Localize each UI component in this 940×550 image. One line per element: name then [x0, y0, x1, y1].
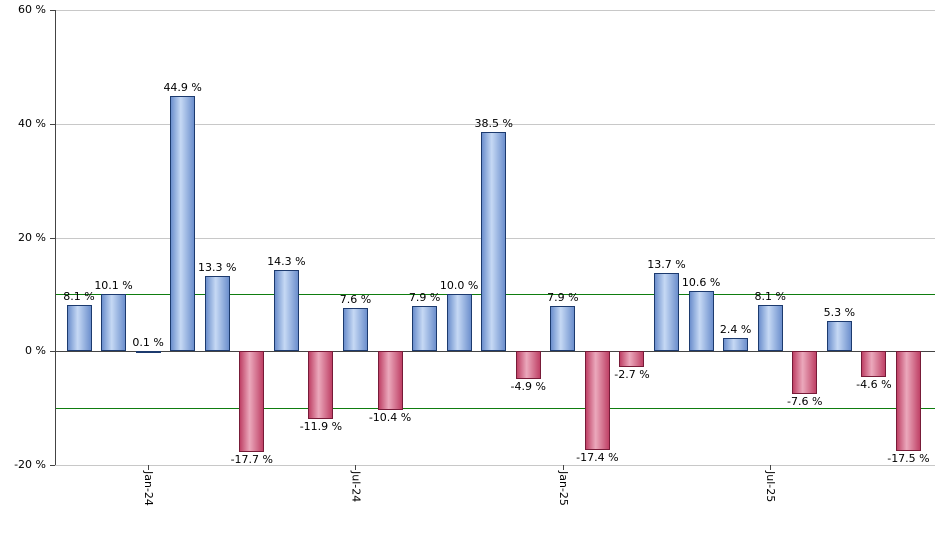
positive-bar	[446, 294, 472, 352]
negative-bar	[895, 351, 921, 451]
positive-bar	[135, 350, 161, 353]
x-axis-label: Jan-24	[142, 471, 156, 506]
bar-value-label: 8.1 %	[63, 290, 95, 304]
bar-value-label: 7.9 %	[408, 291, 441, 305]
positive-bar	[654, 273, 680, 352]
bar-value-label: 14.3 %	[267, 254, 306, 268]
positive-bar	[66, 305, 92, 352]
positive-bar	[757, 305, 783, 352]
bar-value-label: -10.4 %	[368, 411, 412, 425]
y-axis-tick	[50, 465, 55, 466]
gridline	[55, 465, 935, 466]
negative-bar	[861, 351, 887, 378]
bar-value-label: 38.5 %	[474, 117, 513, 131]
bar-value-label: -2.7 %	[614, 367, 650, 381]
bar-value-label: 0.1 %	[132, 335, 164, 349]
x-axis-tick	[770, 465, 772, 470]
y-axis-tick	[50, 237, 55, 239]
positive-bar	[723, 337, 749, 352]
gridline	[55, 123, 935, 125]
bar-value-label: 7.6 %	[339, 293, 372, 307]
bar-value-label: -17.4 %	[576, 451, 619, 465]
negative-bar	[239, 351, 265, 452]
negative-bar	[515, 351, 541, 380]
positive-bar	[826, 321, 852, 352]
positive-bar	[412, 306, 438, 352]
positive-bar	[273, 269, 299, 352]
x-axis-tick	[355, 465, 357, 470]
positive-bar	[204, 275, 230, 352]
y-axis-tick	[50, 351, 55, 353]
positive-bar	[550, 306, 576, 352]
negative-bar	[377, 351, 403, 411]
x-axis-tick	[562, 465, 564, 470]
y-axis-label: -20 %	[14, 458, 46, 471]
positive-bar	[481, 132, 507, 352]
y-axis-label: 0 %	[25, 344, 46, 358]
bar-value-label: 2.4 %	[719, 322, 752, 336]
negative-bar	[584, 351, 610, 451]
bar-value-label: 13.3 %	[198, 260, 237, 274]
x-axis-label: Jul-24	[349, 471, 363, 503]
gridline	[55, 10, 935, 11]
bar-value-label: 44.9 %	[163, 80, 202, 94]
negative-bar	[792, 351, 818, 395]
positive-bar	[170, 95, 196, 352]
y-axis-tick	[50, 123, 55, 125]
bar-value-label: -7.6 %	[787, 395, 823, 409]
x-axis-tick	[148, 465, 150, 470]
bar-value-label: -17.5 %	[887, 451, 930, 465]
negative-bar	[308, 351, 334, 419]
y-axis-line	[55, 10, 56, 465]
y-axis-label: 60 %	[18, 3, 46, 16]
positive-bar	[688, 290, 714, 352]
bar-value-label: 8.1 %	[754, 290, 786, 304]
bar-value-label: 10.6 %	[681, 275, 721, 289]
positive-bar	[342, 308, 368, 352]
x-axis-label: Jan-25	[556, 471, 570, 506]
positive-bar	[101, 293, 127, 352]
bar-value-label: 10.0 %	[439, 279, 479, 293]
bar-value-label: -11.9 %	[299, 419, 343, 433]
negative-bar	[619, 351, 645, 367]
bar-value-label: 13.7 %	[647, 258, 686, 272]
y-axis-tick	[50, 10, 55, 11]
bar-value-label: 5.3 %	[823, 306, 856, 320]
y-axis-label: 40 %	[18, 116, 46, 130]
bar-value-label: 10.1 %	[94, 278, 133, 292]
bar-value-label: -17.7 %	[230, 452, 273, 466]
bar-value-label: -4.9 %	[510, 380, 546, 394]
zero-gridline	[55, 351, 935, 353]
bar-value-label: -4.6 %	[856, 378, 892, 392]
threshold-line	[55, 408, 935, 410]
x-axis-label: Jul-25	[764, 471, 778, 503]
y-axis-label: 20 %	[18, 230, 46, 244]
bar-value-label: 7.9 %	[547, 291, 579, 305]
